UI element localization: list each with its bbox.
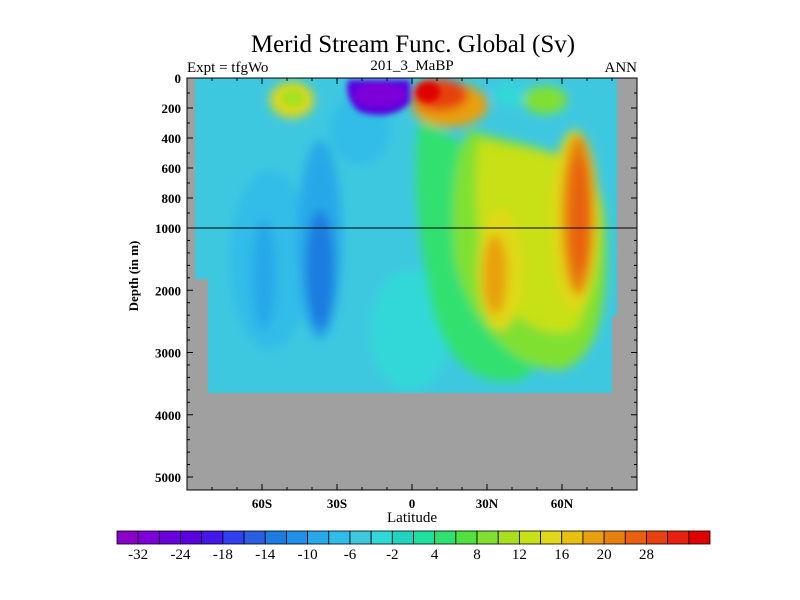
colorbar-swatch [370,530,393,545]
colorbar-swatch [116,530,139,545]
y-tick-label: 600 [162,161,182,176]
y-tick-label: 4000 [155,408,181,423]
colorbar-swatch [667,530,690,545]
colorbar-swatch [561,530,584,545]
x-tick-label: 0 [409,496,416,511]
y-tick-label: 3000 [155,346,181,361]
colorbar-swatch [286,530,309,545]
colorbar-label: -14 [255,547,275,563]
season-label: ANN [605,60,638,76]
y-axis: 0 200 400 600 800 1000 2000 3000 4000 5000 [155,71,637,485]
colorbar-label: 20 [597,547,612,563]
colorbar-swatch [222,530,245,545]
colorbar-swatch [137,530,160,545]
colorbar-swatch [603,530,626,545]
colorbar-swatch [328,530,351,545]
y-tick-label: 400 [162,131,182,146]
colorbar-swatch [497,530,520,545]
colorbar-swatch [434,530,457,545]
colorbar-swatch [391,530,414,545]
experiment-label: Expt = tfgWo [187,60,268,76]
y-tick-label: 800 [162,191,182,206]
colorbar-label: -32 [128,547,148,563]
y-tick-label: 0 [175,71,182,86]
x-axis-label: Latitude [387,510,437,526]
x-tick-label: 60N [551,496,574,511]
colorbar-label: 4 [431,547,439,563]
colorbar-label: 12 [512,547,527,563]
colorbar-swatch [243,530,266,545]
colorbar-swatch [646,530,669,545]
colorbar-swatch [158,530,181,545]
colorbar-swatch [180,530,203,545]
land-right-lower [612,316,637,490]
colorbar-label: 16 [554,547,570,563]
plot-area [187,78,637,490]
y-tick-label: 1000 [155,221,181,236]
colorbar-label: -6 [344,547,357,563]
y-axis-label: Depth (in m) [126,241,141,312]
colorbar-swatch [455,530,478,545]
case-label: 201_3_MaBP [370,58,453,74]
land-bottom [187,393,637,490]
x-axis: 60S 30S 0 30N 60N [211,78,613,511]
stream-field [230,79,607,390]
colorbar-label: -2 [386,547,399,563]
colorbar-swatch [349,530,372,545]
colorbar-swatch [582,530,605,545]
land-left-upper [187,78,195,279]
colorbar-swatch [624,530,647,545]
colorbar-swatch [413,530,436,545]
y-tick-label: 200 [162,101,182,116]
x-tick-label: 60S [252,496,272,511]
colorbar-swatch [540,530,563,545]
colorbar-label: -10 [298,547,318,563]
x-tick-label: 30S [327,496,347,511]
colorbar-swatch [688,530,711,545]
x-tick-label: 30N [476,496,499,511]
colorbar-swatch [518,530,541,545]
colorbar-swatch [201,530,224,545]
colorbar-label: 28 [639,547,654,563]
y-tick-label: 2000 [155,283,181,298]
land-right-upper [617,78,637,316]
colorbar: -32 -24 -18 -14 -10 -6 -2 4 8 12 16 20 28 [116,530,711,563]
colorbar-swatch [476,530,499,545]
chart-title: Merid Stream Func. Global (Sv) [251,31,575,58]
colorbar-label: -24 [171,547,191,563]
colorbar-label: -18 [213,547,233,563]
y-tick-label: 5000 [155,470,181,485]
colorbar-swatch [307,530,330,545]
colorbar-swatch [264,530,287,545]
colorbar-label: 8 [473,547,481,563]
